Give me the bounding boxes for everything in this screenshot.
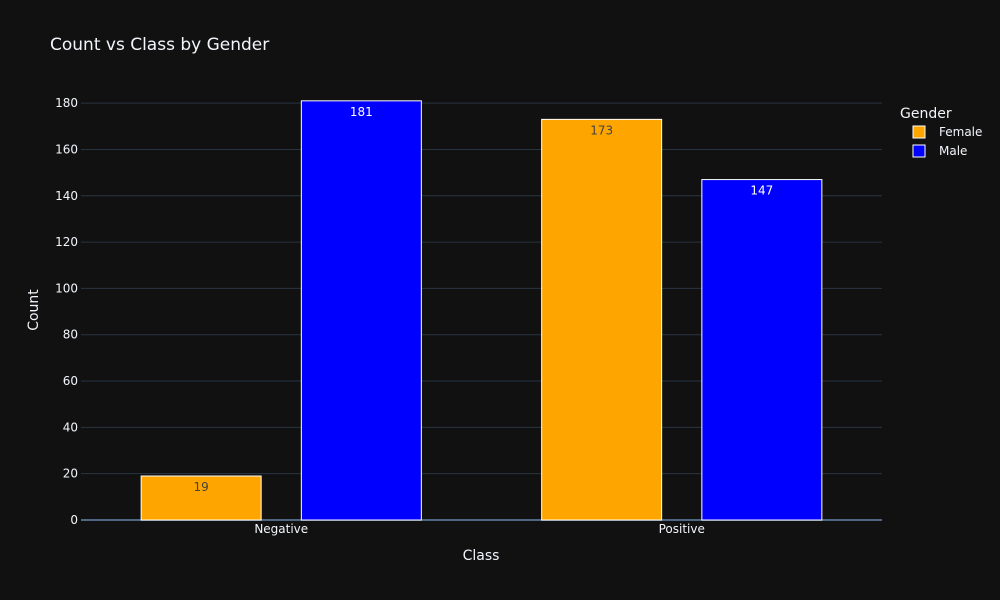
data-label: 181: [350, 105, 373, 119]
y-axis-title: Count: [26, 289, 42, 331]
data-label: 147: [750, 184, 773, 198]
x-axis-title: Class: [463, 548, 500, 564]
legend-swatch: [912, 144, 926, 158]
bar-female-positive[interactable]: [541, 118, 663, 521]
bar-female-negative[interactable]: [140, 475, 262, 521]
y-tick-label: 60: [63, 374, 78, 388]
legend-title: Gender: [900, 106, 952, 122]
y-tick-label: 20: [63, 467, 78, 481]
y-tick-label: 120: [55, 235, 78, 249]
legend-items: Female Male: [912, 125, 982, 158]
chart-title: Count vs Class by Gender: [50, 35, 269, 55]
data-labels: 19 181 173 147: [194, 105, 774, 494]
legend-label: Male: [939, 144, 967, 158]
y-tick-label: 160: [55, 142, 78, 156]
y-tick-label: 180: [55, 96, 78, 110]
x-tick-label: Negative: [254, 522, 308, 536]
x-axis-ticks: Negative Positive: [254, 522, 705, 536]
bars: [140, 100, 823, 521]
y-tick-label: 100: [55, 281, 78, 295]
bar-male-negative[interactable]: [300, 100, 422, 521]
y-tick-label: 0: [70, 513, 78, 527]
data-label: 19: [194, 480, 209, 494]
legend: Gender Female Male: [900, 106, 982, 158]
x-tick-label: Positive: [659, 522, 705, 536]
legend-item-female[interactable]: Female: [912, 125, 982, 139]
legend-swatch: [912, 125, 926, 139]
bar-male-positive[interactable]: [701, 179, 823, 521]
legend-item-male[interactable]: Male: [912, 144, 967, 158]
y-tick-label: 140: [55, 189, 78, 203]
legend-label: Female: [939, 125, 982, 139]
y-tick-label: 80: [63, 328, 78, 342]
y-axis-ticks: 0 20 40 60 80 100 120 140 160 180: [55, 96, 78, 527]
y-tick-label: 40: [63, 420, 78, 434]
data-label: 173: [590, 123, 613, 137]
